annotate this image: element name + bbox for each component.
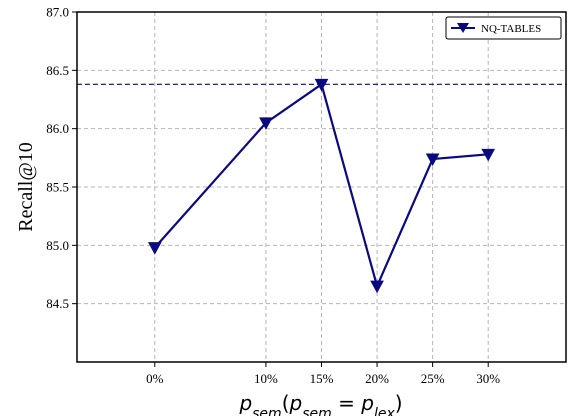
x-axis: 0% 10% 15% 20% 25% 30%	[146, 362, 500, 386]
legend: NQ-TABLES	[445, 16, 562, 40]
legend-marker-icon	[457, 23, 469, 33]
legend-box	[445, 16, 562, 40]
data-point	[259, 117, 273, 130]
legend-label: NQ-TABLES	[481, 23, 541, 35]
x-tick-label: 15%	[310, 371, 334, 386]
x-axis-label: psem(psem = plex)	[238, 391, 402, 416]
y-axis-label: Recall@10	[15, 142, 37, 232]
data-point	[425, 153, 440, 167]
x-tick-label: 25%	[421, 371, 445, 386]
grid	[77, 11, 566, 362]
y-tick-label: 85.5	[46, 180, 69, 195]
y-tick-label: 85.0	[46, 238, 69, 253]
x-tick-label: 0%	[146, 371, 164, 386]
y-tick-label: 87.0	[46, 5, 69, 20]
data-point	[370, 280, 384, 294]
y-axis: 84.5 85.0 85.5 86.0 86.5 87.0	[46, 5, 77, 311]
y-tick-label: 86.0	[46, 121, 69, 136]
data-point	[147, 242, 162, 255]
y-tick-label: 86.5	[46, 63, 69, 78]
x-tick-label: 20%	[365, 371, 389, 386]
x-tick-label: 10%	[254, 371, 278, 386]
y-tick-label: 84.5	[46, 296, 69, 311]
x-tick-label: 30%	[476, 371, 500, 386]
series-layer	[147, 78, 496, 294]
series-line	[153, 82, 489, 290]
data-point	[481, 148, 496, 162]
data-point	[314, 78, 329, 92]
